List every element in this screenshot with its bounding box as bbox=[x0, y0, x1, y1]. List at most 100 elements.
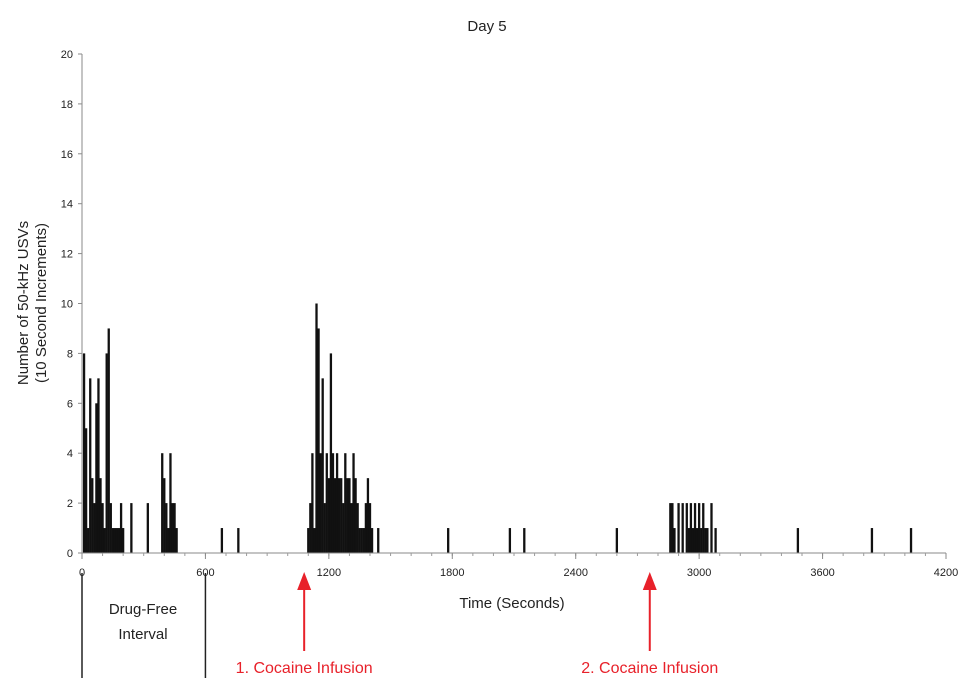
bar bbox=[354, 478, 357, 553]
x-tick-label: 2400 bbox=[563, 567, 587, 579]
infusion-arrow-head bbox=[297, 572, 312, 590]
bar bbox=[173, 503, 176, 553]
bar bbox=[111, 528, 115, 553]
bar bbox=[337, 478, 341, 553]
bar bbox=[508, 528, 512, 553]
chart-title: Day 5 bbox=[467, 18, 506, 35]
bars-group bbox=[82, 303, 913, 553]
bar bbox=[704, 528, 707, 553]
bar bbox=[93, 503, 96, 553]
bar bbox=[121, 528, 125, 553]
ticks-group: 0246810121416182006001200180024003000360… bbox=[61, 49, 958, 579]
bar bbox=[325, 453, 328, 553]
bar bbox=[105, 353, 108, 553]
bar bbox=[333, 478, 337, 553]
bar bbox=[685, 503, 688, 553]
bar bbox=[171, 503, 174, 553]
bar bbox=[113, 528, 117, 553]
bar bbox=[91, 478, 94, 553]
bar bbox=[117, 528, 121, 553]
bar bbox=[340, 478, 343, 553]
bar bbox=[130, 503, 133, 553]
bar bbox=[331, 453, 335, 553]
bar bbox=[107, 328, 110, 553]
bar bbox=[364, 503, 368, 553]
y-tick-label: 16 bbox=[61, 149, 73, 161]
x-axis-title: Time (Seconds) bbox=[459, 595, 564, 612]
bar bbox=[362, 528, 365, 553]
y-tick-label: 8 bbox=[67, 348, 73, 360]
x-tick-label: 1800 bbox=[440, 567, 464, 579]
bar bbox=[327, 478, 331, 553]
bar bbox=[370, 528, 374, 553]
bar bbox=[175, 528, 178, 553]
bar bbox=[95, 403, 98, 553]
bar bbox=[447, 528, 450, 553]
bar bbox=[360, 528, 363, 553]
bar bbox=[82, 353, 86, 553]
bar bbox=[97, 378, 100, 553]
bar bbox=[615, 528, 619, 553]
bar bbox=[356, 503, 359, 553]
y-tick-label: 20 bbox=[61, 49, 73, 61]
bar bbox=[323, 503, 326, 553]
bar bbox=[700, 528, 703, 553]
bar bbox=[109, 503, 112, 553]
bar bbox=[237, 528, 240, 553]
infusion-annotations: 1. Cocaine Infusion 2. Cocaine Infusion bbox=[236, 572, 718, 677]
bar bbox=[115, 528, 119, 553]
bar bbox=[311, 453, 314, 553]
bar bbox=[681, 503, 684, 553]
y-tick-label: 10 bbox=[61, 299, 73, 311]
bar bbox=[523, 528, 526, 553]
bar bbox=[167, 528, 170, 553]
x-tick-label: 1200 bbox=[317, 567, 341, 579]
y-tick-label: 14 bbox=[61, 199, 73, 211]
bar bbox=[677, 503, 680, 553]
bar bbox=[307, 528, 310, 553]
y-tick-label: 4 bbox=[67, 448, 73, 460]
bar bbox=[315, 303, 318, 553]
bar bbox=[352, 453, 355, 553]
bar bbox=[101, 503, 104, 553]
bar bbox=[163, 478, 166, 553]
y-tick-label: 18 bbox=[61, 99, 73, 111]
y-tick-label: 0 bbox=[67, 548, 73, 560]
bar bbox=[366, 478, 370, 553]
bar bbox=[344, 453, 347, 553]
infusion-arrow-head bbox=[642, 572, 657, 590]
bar bbox=[317, 328, 320, 553]
interval-label-line-2: Interval bbox=[118, 626, 167, 643]
bar bbox=[319, 453, 322, 553]
bar bbox=[687, 528, 691, 553]
bar bbox=[329, 353, 333, 553]
bar bbox=[377, 528, 380, 553]
y-tick-label: 6 bbox=[67, 398, 73, 410]
y-axis-title-line-1: Number of 50-kHz USVs bbox=[15, 221, 32, 385]
interval-label-line-1: Drug-Free bbox=[109, 601, 177, 618]
bar bbox=[669, 503, 672, 553]
y-axis-title-line-2: (10 Second Increments) bbox=[33, 223, 50, 383]
infusion-2-label: 2. Cocaine Infusion bbox=[581, 660, 718, 677]
bar bbox=[165, 503, 168, 553]
bar bbox=[335, 453, 339, 553]
bar bbox=[368, 503, 372, 553]
bar bbox=[909, 528, 913, 553]
bar bbox=[146, 503, 149, 553]
bar bbox=[358, 528, 361, 553]
y-tick-label: 12 bbox=[61, 249, 73, 261]
bar bbox=[710, 503, 713, 553]
x-tick-label: 3600 bbox=[810, 567, 834, 579]
infusion-1-label: 1. Cocaine Infusion bbox=[236, 660, 373, 677]
y-tick-label: 2 bbox=[67, 498, 73, 510]
bar bbox=[103, 528, 106, 553]
bar bbox=[350, 503, 353, 553]
bar bbox=[671, 503, 674, 553]
bar bbox=[87, 528, 90, 553]
bar bbox=[309, 503, 312, 553]
x-tick-label: 3000 bbox=[687, 567, 711, 579]
bar bbox=[706, 528, 709, 553]
bar bbox=[84, 428, 88, 553]
bar bbox=[169, 453, 172, 553]
bar bbox=[870, 528, 874, 553]
